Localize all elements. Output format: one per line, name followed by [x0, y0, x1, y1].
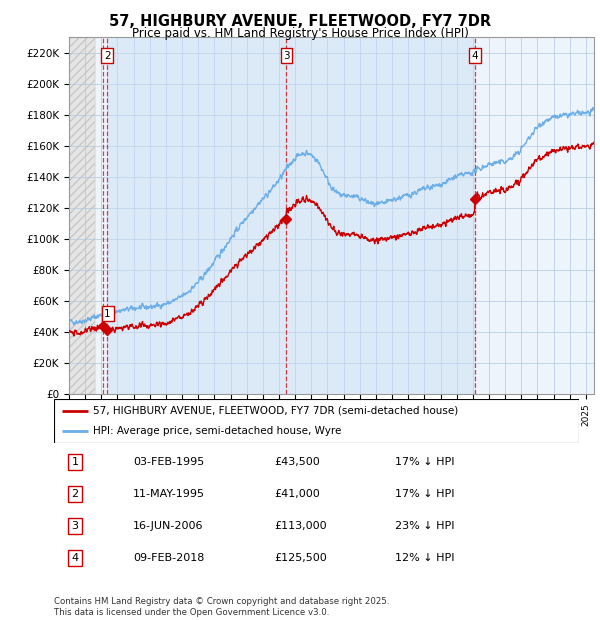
- Text: 12% ↓ HPI: 12% ↓ HPI: [395, 552, 455, 562]
- Text: 17% ↓ HPI: 17% ↓ HPI: [395, 489, 455, 499]
- Bar: [69, 37, 95, 394]
- Text: £113,000: £113,000: [275, 521, 327, 531]
- Bar: [107, 37, 475, 394]
- Text: 3: 3: [71, 521, 79, 531]
- Text: £125,500: £125,500: [275, 552, 327, 562]
- Text: 2: 2: [71, 489, 79, 499]
- Text: 1: 1: [104, 309, 111, 319]
- Text: 4: 4: [71, 552, 79, 562]
- Text: 03-FEB-1995: 03-FEB-1995: [133, 458, 204, 467]
- Text: £41,000: £41,000: [275, 489, 320, 499]
- Text: 23% ↓ HPI: 23% ↓ HPI: [395, 521, 455, 531]
- Text: 57, HIGHBURY AVENUE, FLEETWOOD, FY7 7DR (semi-detached house): 57, HIGHBURY AVENUE, FLEETWOOD, FY7 7DR …: [94, 405, 458, 416]
- Text: 11-MAY-1995: 11-MAY-1995: [133, 489, 205, 499]
- Text: HPI: Average price, semi-detached house, Wyre: HPI: Average price, semi-detached house,…: [94, 426, 342, 436]
- Text: 3: 3: [283, 51, 290, 61]
- Text: 09-FEB-2018: 09-FEB-2018: [133, 552, 204, 562]
- Text: £43,500: £43,500: [275, 458, 320, 467]
- Text: 16-JUN-2006: 16-JUN-2006: [133, 521, 203, 531]
- Text: 2: 2: [104, 51, 110, 61]
- Text: 17% ↓ HPI: 17% ↓ HPI: [395, 458, 455, 467]
- Text: Price paid vs. HM Land Registry's House Price Index (HPI): Price paid vs. HM Land Registry's House …: [131, 27, 469, 40]
- Text: 57, HIGHBURY AVENUE, FLEETWOOD, FY7 7DR: 57, HIGHBURY AVENUE, FLEETWOOD, FY7 7DR: [109, 14, 491, 29]
- Text: 1: 1: [71, 458, 79, 467]
- Text: Contains HM Land Registry data © Crown copyright and database right 2025.
This d: Contains HM Land Registry data © Crown c…: [54, 598, 389, 617]
- Text: 4: 4: [472, 51, 478, 61]
